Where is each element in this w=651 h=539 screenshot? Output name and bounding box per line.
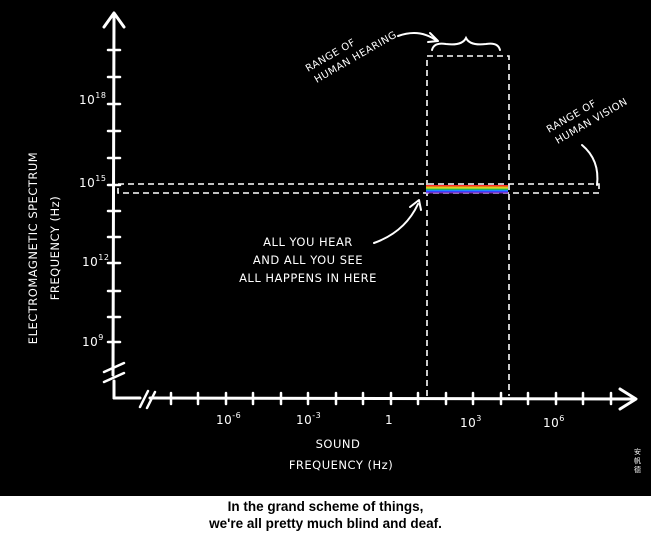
y-axis-arrowhead: [102, 11, 126, 29]
caption-line2: we're all pretty much blind and deaf.: [209, 516, 442, 531]
comic-panel: 109 1012 1015 1018 10-6 10-3 1 103 106 E…: [0, 0, 651, 496]
x-tick-label: 1: [385, 413, 393, 427]
hearing-range-box: [426, 55, 510, 396]
visible-light-band: [117, 183, 600, 194]
y-tick-labels: 109 1012 1015 1018: [79, 91, 109, 349]
vision-label-arrow: [581, 144, 599, 186]
x-axis-arrowhead: [618, 387, 638, 411]
x-tick-label: 106: [543, 414, 565, 430]
y-tick-label: 1012: [82, 253, 109, 269]
vision-range-label: RANGE OF HUMAN VISION: [545, 96, 630, 146]
y-axis-break-mark: [102, 361, 126, 384]
y-tick-label: 1015: [79, 174, 106, 190]
caption: In the grand scheme of things, we're all…: [0, 498, 651, 532]
y-tick-label: 1018: [79, 91, 106, 107]
center-label-line2: AND ALL YOU SEE: [253, 253, 363, 267]
y-axis-line: [111, 12, 116, 377]
y-axis-title-line1: ELECTROMAGNETIC SPECTRUM: [26, 152, 40, 344]
hearing-range-brace: [431, 35, 501, 51]
hearing-arrow-head: [427, 32, 439, 43]
center-label-arrow: [373, 203, 419, 244]
caption-line1: In the grand scheme of things,: [227, 499, 424, 514]
center-label-line3: ALL HAPPENS IN HERE: [239, 271, 377, 285]
y-tick-label: 109: [82, 333, 104, 349]
x-axis-title-line1: SOUND: [316, 437, 361, 451]
hearing-label-arrow: [397, 31, 438, 42]
y-axis-title-line2: FREQUENCY (Hz): [48, 196, 62, 300]
x-tick-label: 103: [460, 414, 482, 430]
x-tick-label: 10-6: [216, 411, 241, 427]
visible-spectrum-strip: [426, 185, 508, 194]
x-tick-label: 10-3: [296, 411, 321, 427]
artist-signature: 安帆德: [634, 447, 642, 474]
diagram-canvas: 109 1012 1015 1018 10-6 10-3 1 103 106 E…: [26, 11, 642, 474]
y-axis-title: ELECTROMAGNETIC SPECTRUM FREQUENCY (Hz): [26, 152, 62, 344]
x-axis-ticks: [169, 391, 613, 406]
center-annotation: ALL YOU HEAR AND ALL YOU SEE ALL HAPPENS…: [239, 235, 377, 285]
center-label-line1: ALL YOU HEAR: [263, 235, 353, 249]
hearing-range-label: RANGE OF HUMAN HEARING: [304, 30, 399, 86]
y-axis-ticks: [106, 48, 122, 344]
center-arrow-head: [409, 199, 422, 211]
x-axis-break-mark: [138, 389, 157, 410]
x-axis-title-line2: FREQUENCY (Hz): [289, 458, 393, 472]
x-tick-labels: 10-6 10-3 1 103 106: [216, 411, 565, 430]
